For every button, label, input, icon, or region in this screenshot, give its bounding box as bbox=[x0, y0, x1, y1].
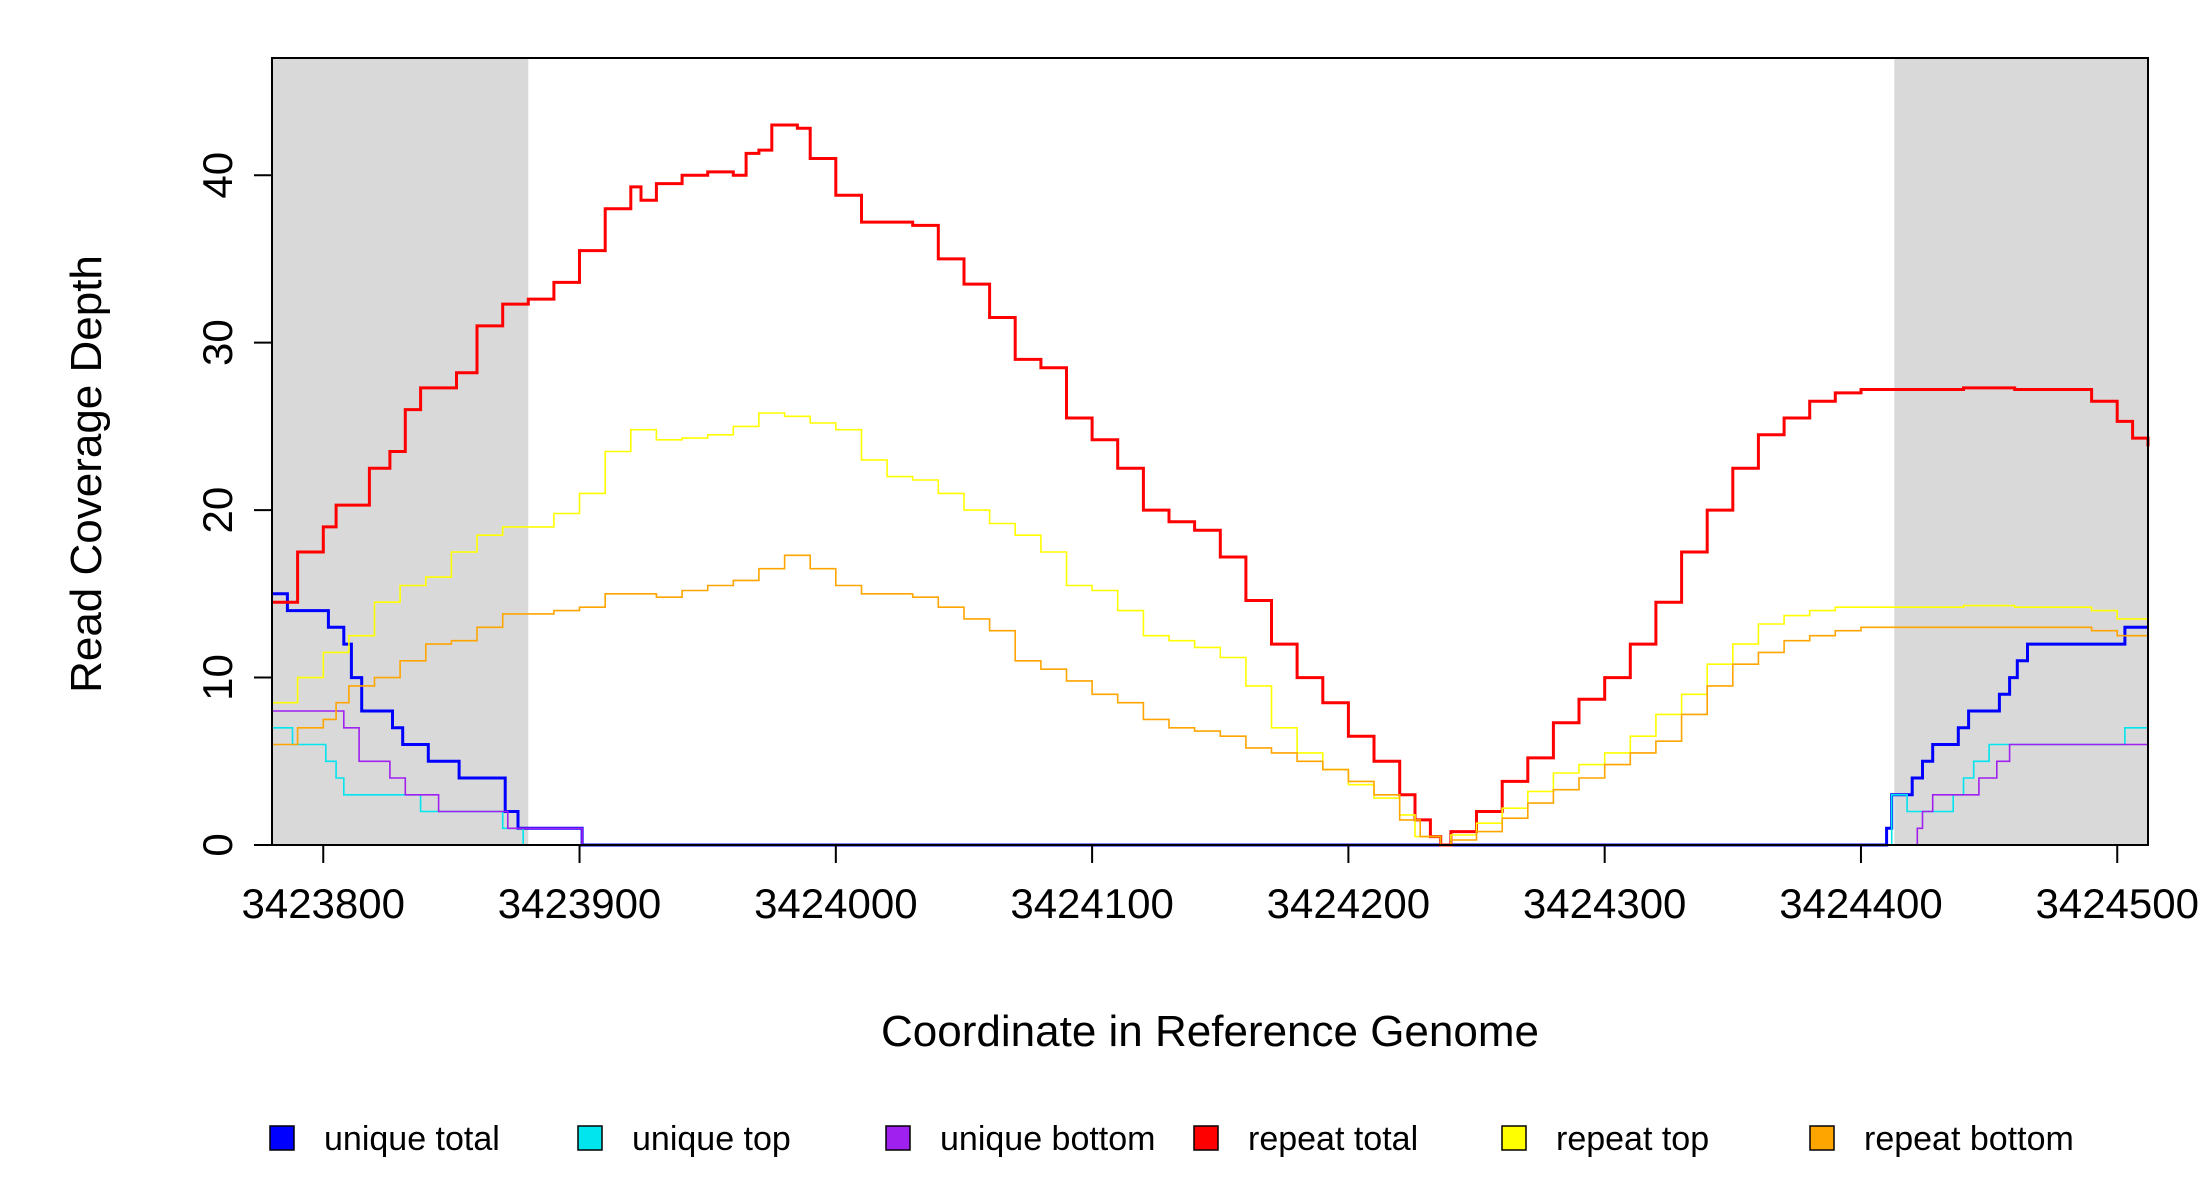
y-tick-label: 20 bbox=[194, 487, 241, 534]
legend-swatch bbox=[1809, 1125, 1835, 1151]
legend-label: unique top bbox=[632, 1120, 791, 1158]
x-tick-label: 3424400 bbox=[1779, 880, 1943, 927]
series-line-unique-total bbox=[272, 592, 2148, 847]
shaded-regions bbox=[272, 58, 2148, 845]
legend-item-unique-top: unique top bbox=[577, 1120, 791, 1158]
shaded-region-2 bbox=[1894, 58, 2148, 845]
legend-label: repeat bottom bbox=[1864, 1120, 2074, 1158]
x-tick-label: 3423900 bbox=[498, 880, 662, 927]
legend-label: unique bottom bbox=[940, 1120, 1156, 1158]
series-line-repeat-bottom bbox=[272, 554, 2149, 846]
legend-item-unique-bottom: unique bottom bbox=[885, 1120, 1156, 1158]
plot-frame bbox=[271, 57, 2149, 846]
legend-item-repeat-top: repeat top bbox=[1501, 1120, 1709, 1158]
legend-label: repeat total bbox=[1248, 1120, 1418, 1158]
x-tick-label: 3424300 bbox=[1523, 880, 1687, 927]
series-line-unique-bottom bbox=[272, 710, 2148, 846]
y-tick-label: 0 bbox=[194, 833, 241, 856]
y-axis-title: Read Coverage Depth bbox=[62, 255, 111, 693]
series-line-repeat-total bbox=[272, 123, 2150, 847]
legend-swatch bbox=[885, 1125, 911, 1151]
y-tick-label: 40 bbox=[194, 152, 241, 199]
legend-item-unique-total: unique total bbox=[269, 1120, 500, 1158]
x-tick-label: 3424100 bbox=[1010, 880, 1174, 927]
legend-swatch bbox=[1193, 1125, 1219, 1151]
legend: unique total unique top unique bottom repea… bbox=[269, 1120, 2074, 1158]
series-lines bbox=[272, 123, 2150, 847]
legend-swatch bbox=[269, 1125, 295, 1151]
series-line-repeat-top bbox=[272, 412, 2149, 846]
x-axis-title: Coordinate in Reference Genome bbox=[881, 1007, 1539, 1056]
legend-label: unique total bbox=[324, 1120, 500, 1158]
y-tick-label: 30 bbox=[194, 319, 241, 366]
x-axis: 3423800 3423900 3424000 3424100 3424200 34243… bbox=[241, 844, 2199, 927]
legend-swatch bbox=[577, 1125, 603, 1151]
legend-item-repeat-bottom: repeat bottom bbox=[1809, 1120, 2074, 1158]
legend-item-repeat-total: repeat total bbox=[1193, 1120, 1418, 1158]
x-tick-label: 3424000 bbox=[754, 880, 918, 927]
legend-swatch bbox=[1501, 1125, 1527, 1151]
y-axis: 0 10 20 30 40 bbox=[194, 152, 273, 857]
x-tick-label: 3423800 bbox=[241, 880, 405, 927]
x-tick-label: 3424200 bbox=[1267, 880, 1431, 927]
legend-label: repeat top bbox=[1556, 1120, 1709, 1158]
y-tick-label: 10 bbox=[194, 654, 241, 701]
x-tick-label: 3424500 bbox=[2035, 880, 2199, 927]
